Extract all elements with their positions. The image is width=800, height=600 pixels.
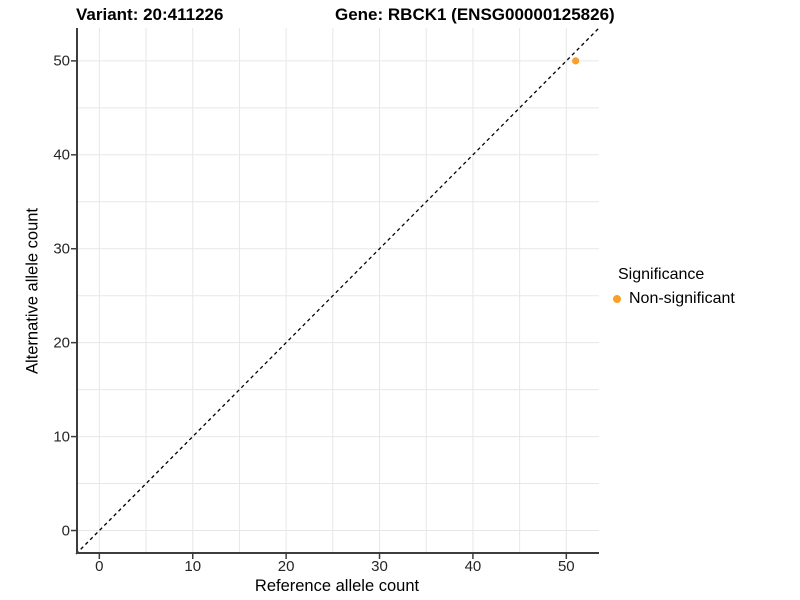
data-point — [572, 57, 580, 65]
x-axis-title: Reference allele count — [254, 577, 420, 595]
y-tick-label: 10 — [53, 428, 70, 446]
x-tick-label: 40 — [464, 558, 482, 575]
x-tick-label: 50 — [557, 558, 575, 575]
legend-item-label: Non-significant — [629, 290, 735, 307]
x-tick-label: 10 — [184, 558, 202, 575]
y-tick-label: 0 — [61, 522, 70, 540]
chart-panel — [71, 27, 600, 559]
plot-title-gene: Gene: RBCK1 (ENSG00000125826) — [335, 5, 615, 24]
y-tick-label: 50 — [53, 52, 70, 70]
x-tick-label: 20 — [277, 558, 295, 575]
x-tick-label: 0 — [95, 558, 104, 575]
y-tick-label: 30 — [53, 240, 70, 258]
y-tick-label: 40 — [53, 146, 70, 164]
plot-title-variant: Variant: 20:411226 — [76, 5, 224, 24]
identity-line — [75, 27, 600, 555]
legend-point-icon — [613, 295, 621, 303]
legend-item: Non-significant — [613, 290, 735, 308]
legend-title: Significance — [618, 266, 705, 283]
x-tick-label: 30 — [371, 558, 388, 575]
chart-canvas — [71, 27, 600, 559]
y-tick-label: 20 — [53, 334, 70, 352]
legend: Significance Non-significant — [613, 266, 735, 308]
